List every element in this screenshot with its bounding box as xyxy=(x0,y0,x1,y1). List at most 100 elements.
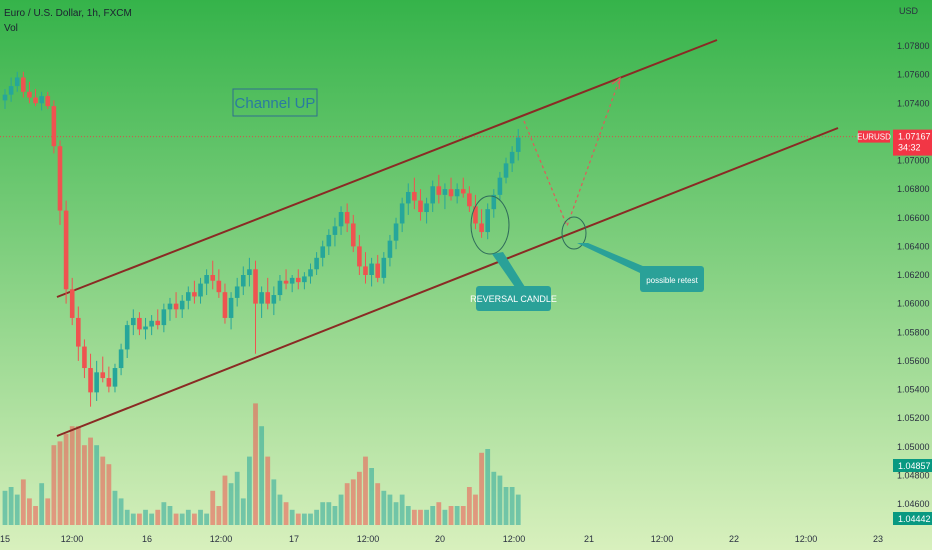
candle-body xyxy=(14,77,20,87)
candle-body xyxy=(137,317,142,330)
candle-body xyxy=(289,277,295,284)
volume-bar xyxy=(289,509,295,525)
volume-bar xyxy=(301,513,307,525)
projection-path xyxy=(523,77,621,228)
symbol-title: Euro / U.S. Dollar, 1h, FXCM xyxy=(4,8,132,19)
countdown-tag: 34:32 xyxy=(898,143,921,153)
candle-body xyxy=(393,223,399,241)
volume-tag-box xyxy=(893,512,932,525)
volume-bar xyxy=(369,468,374,525)
candle-body xyxy=(39,96,44,104)
volume-bar xyxy=(454,506,460,525)
volume-bar xyxy=(94,445,100,525)
y-tick-label: 1.04600 xyxy=(897,499,930,509)
candle-body xyxy=(33,97,38,104)
y-tick-label: 1.05400 xyxy=(897,385,930,395)
candle-body xyxy=(198,283,203,297)
symbol-tag-box xyxy=(858,130,890,143)
candle-body xyxy=(277,280,283,296)
x-tick-label: 12:00 xyxy=(651,534,674,544)
candle-body xyxy=(100,372,106,379)
y-tick-label: 1.04800 xyxy=(897,470,930,480)
volume-bar xyxy=(375,483,381,525)
candle-body xyxy=(271,295,277,304)
x-tick-label: 12:00 xyxy=(61,534,84,544)
volume-bar xyxy=(124,509,130,525)
candle-body xyxy=(375,263,381,278)
candle-body xyxy=(460,189,466,194)
candle-body xyxy=(259,292,264,304)
candle-body xyxy=(399,203,405,224)
candle-body xyxy=(21,77,26,92)
volume-bar xyxy=(338,494,344,525)
x-tick-label: 12:00 xyxy=(503,534,526,544)
candle-body xyxy=(228,297,234,318)
volume-bar xyxy=(137,513,142,525)
volume-bar xyxy=(399,494,405,525)
volume-bar xyxy=(185,509,191,525)
candle-body xyxy=(442,189,448,195)
candle-body xyxy=(240,275,246,287)
candle-body xyxy=(124,325,130,350)
reversal-label-box xyxy=(476,286,551,311)
volume-bar xyxy=(411,509,417,525)
candle-body xyxy=(454,189,460,197)
reversal-label: REVERSAL CANDLE xyxy=(470,294,557,304)
candle-body xyxy=(88,368,93,393)
volume-bar xyxy=(253,403,258,525)
annotation-layer: Channel UP REVERSAL CANDLE possible retest xyxy=(232,76,704,311)
candle-body xyxy=(106,378,112,387)
volume-bar xyxy=(100,456,106,525)
retest-label-box xyxy=(640,266,704,292)
x-tick-label: 23 xyxy=(873,534,883,544)
volume-bar xyxy=(332,506,338,525)
volume-bar xyxy=(393,502,399,525)
volume-bar xyxy=(418,509,423,525)
candle-body xyxy=(118,349,124,369)
y-tick-label: 1.06200 xyxy=(897,270,930,280)
candle-body xyxy=(210,275,216,281)
volume-bar xyxy=(204,513,210,525)
candle-body xyxy=(149,320,154,327)
volume-bar xyxy=(430,506,436,525)
candle-body xyxy=(265,292,271,304)
candle-body xyxy=(308,269,313,277)
volume-bar xyxy=(27,498,32,525)
candle-body xyxy=(302,276,307,283)
candle-body xyxy=(179,300,185,310)
candle-body xyxy=(320,246,326,258)
volume-bar xyxy=(45,498,51,525)
volume-bar xyxy=(106,464,112,525)
axis-layer: 1.07800 1.07600 1.07400 1.07000 1.06800 1.066… xyxy=(0,41,932,544)
volume-bar xyxy=(149,513,155,525)
volume-tag-box xyxy=(893,459,932,472)
volume-bar xyxy=(247,456,252,525)
channel-label-box xyxy=(232,88,318,117)
reversal-callout-pointer xyxy=(492,252,525,287)
volume-bar xyxy=(112,490,118,525)
volume-bar xyxy=(198,509,203,525)
candle-body xyxy=(418,200,423,213)
candle-body xyxy=(485,209,490,233)
candle-body xyxy=(369,263,374,275)
symbol-tag: EURUSD xyxy=(857,133,891,142)
candle-body xyxy=(436,186,442,195)
candle-body xyxy=(344,212,350,224)
candle-body xyxy=(295,277,301,283)
volume-bar xyxy=(57,441,63,525)
candle-body xyxy=(338,212,344,227)
volume-bar xyxy=(69,426,75,525)
volume-bar xyxy=(271,479,277,525)
candle-body xyxy=(2,94,8,101)
candle-body xyxy=(363,266,368,275)
y-tick-label: 1.05000 xyxy=(897,442,930,452)
channel-label: Channel UP xyxy=(235,95,316,112)
y-tick-label: 1.06000 xyxy=(897,299,930,309)
y-tick-label: 1.07800 xyxy=(897,41,930,51)
candle-body xyxy=(350,223,356,247)
volume-bar xyxy=(436,502,442,525)
currency-label: USD xyxy=(899,6,919,16)
candle-body xyxy=(82,346,87,369)
y-tick-label: 1.05600 xyxy=(897,356,930,366)
